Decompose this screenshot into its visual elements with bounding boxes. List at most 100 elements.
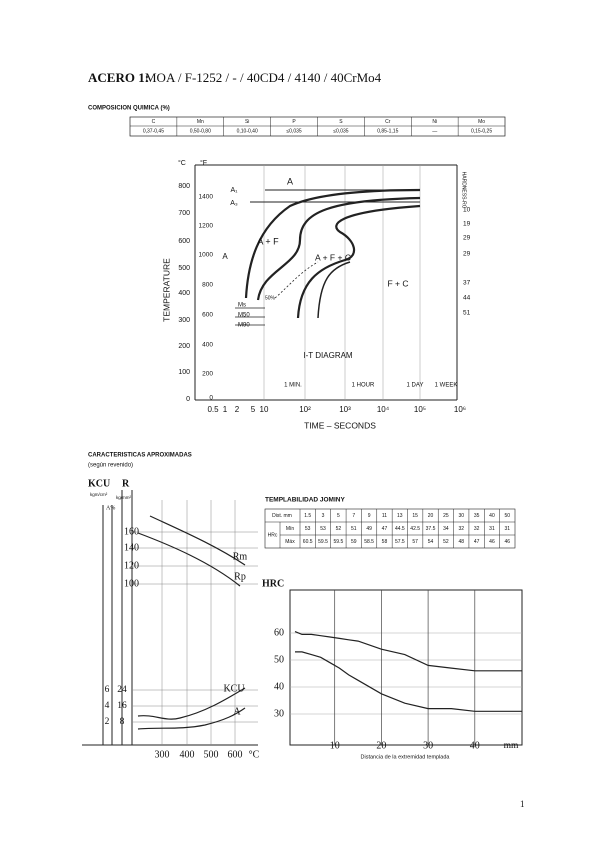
- distance-cell: 35: [474, 513, 480, 519]
- x-tick: 30: [423, 740, 433, 751]
- fahrenheit-tick: 600: [202, 312, 213, 319]
- celsius-tick: 100: [178, 369, 190, 376]
- x-tick: 300: [155, 749, 170, 760]
- y-tick: 60: [274, 627, 284, 638]
- time-mark: 1 WEEK: [435, 383, 458, 389]
- max-cell: 46: [489, 539, 495, 545]
- axis-unit: kg/mm²: [116, 495, 132, 500]
- time-tick: 10: [260, 405, 269, 414]
- region-label: A + F + C: [315, 252, 351, 262]
- region-label: A₁: [230, 187, 238, 194]
- fahrenheit-tick: 0: [209, 395, 213, 402]
- min-cell: 31: [489, 526, 495, 532]
- celsius-tick: 700: [178, 210, 190, 217]
- time-tick: 10⁴: [377, 405, 390, 414]
- axis-label: TEMPERATURE: [161, 258, 171, 322]
- max-cell: 59.5: [318, 539, 328, 545]
- hardness-tick: 37: [463, 280, 471, 287]
- y-tick: 40: [274, 681, 284, 692]
- region-label: A: [222, 252, 228, 261]
- axis-label: HARDNESS-RC: [461, 172, 467, 209]
- a-tick: 16: [117, 701, 127, 711]
- x-tick: 20: [376, 740, 386, 751]
- max-cell: 59.5: [334, 539, 344, 545]
- row-label: Máx: [285, 539, 295, 545]
- fahrenheit-tick: 800: [202, 282, 213, 289]
- time-tick: 10³: [339, 405, 351, 414]
- distance-cell: 13: [397, 513, 403, 519]
- fahrenheit-tick: 1000: [199, 252, 214, 259]
- r-tick: 120: [124, 560, 139, 571]
- region-label: A: [287, 176, 293, 186]
- curve-label: Rm: [233, 551, 248, 562]
- fahrenheit-tick: 1200: [199, 223, 214, 230]
- distance-cell: 40: [489, 513, 495, 519]
- distance-cell: 9: [368, 513, 371, 519]
- distance-cell: 11: [382, 513, 387, 519]
- y-tick: 30: [274, 708, 284, 719]
- distance-cell: 20: [428, 513, 434, 519]
- composition-header: C: [152, 119, 156, 125]
- composition-header: P: [292, 119, 296, 125]
- kcu-tick: 4: [105, 701, 110, 711]
- composition-header: Mo: [478, 119, 485, 125]
- axis-unit: kgm/cm²: [90, 492, 108, 497]
- max-cell: 57: [412, 539, 418, 545]
- max-cell: 57.5: [395, 539, 405, 545]
- axis-unit: mm: [504, 741, 519, 751]
- min-cell: 52: [336, 526, 342, 532]
- max-cell: 47: [474, 539, 480, 545]
- composition-title: COMPOSICION QUIMICA (%): [88, 106, 170, 112]
- r-tick: 160: [124, 526, 139, 537]
- characteristics-frame: [82, 490, 258, 746]
- composition-header: Si: [245, 119, 249, 125]
- hardness-tick: 29: [463, 235, 471, 242]
- composition-value: 0,10-0,40: [237, 128, 258, 134]
- composition-value: 0,50-0,80: [190, 128, 211, 134]
- min-cell: 51: [351, 526, 357, 532]
- region-label: A₃: [230, 200, 238, 207]
- jominy-table: [264, 508, 516, 549]
- header-title: MOA / F-1252 / - / 40CD4 / 4140 / 40CrMo…: [145, 70, 382, 85]
- max-cell: 58.5: [364, 539, 374, 545]
- a-tick: 8: [120, 717, 125, 727]
- fahrenheit-tick: 400: [202, 342, 213, 349]
- composition-value: —: [432, 128, 437, 134]
- min-cell: 53: [305, 526, 311, 532]
- max-cell: 48: [458, 539, 464, 545]
- region-label: F + C: [387, 278, 408, 288]
- celsius-tick: 400: [178, 290, 190, 297]
- x-tick: 600: [228, 749, 243, 760]
- x-tick: 40: [470, 740, 480, 751]
- hardness-curve: [295, 651, 522, 712]
- region-label: 50%: [265, 295, 276, 301]
- distance-cell: 7: [352, 513, 355, 519]
- celsius-tick: 300: [178, 317, 190, 324]
- hardness-tick: 10: [463, 207, 471, 214]
- hardness-tick: 44: [463, 295, 471, 302]
- time-tick: 10⁶: [454, 405, 466, 414]
- time-tick: 10²: [299, 405, 311, 414]
- martensite-label: M90: [238, 323, 250, 329]
- kcu-tick: 6: [105, 685, 110, 695]
- x-tick: °C: [249, 749, 260, 760]
- distance-cell: 3: [322, 513, 325, 519]
- x-tick: 400: [180, 749, 195, 760]
- table-title: TEMPLABILIDAD JOMINY: [265, 497, 345, 504]
- axis-label: R: [122, 478, 130, 489]
- max-cell: 59: [351, 539, 357, 545]
- hardness-tick: 19: [463, 221, 471, 228]
- min-cell: 32: [474, 526, 480, 532]
- time-tick: 0.5: [207, 405, 219, 414]
- distance-cell: 1.5: [304, 513, 311, 519]
- time-tick: 2: [235, 405, 240, 414]
- celsius-tick: 200: [178, 343, 190, 350]
- distance-cell: 15: [412, 513, 418, 519]
- min-cell: 31: [505, 526, 511, 532]
- y-tick: 50: [274, 654, 284, 665]
- time-tick: 1: [223, 405, 228, 414]
- composition-value: 0,37-0,45: [143, 128, 164, 134]
- min-cell: 53: [320, 526, 326, 532]
